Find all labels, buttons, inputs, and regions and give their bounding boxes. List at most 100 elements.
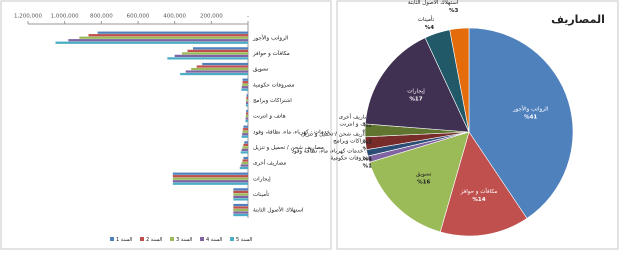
category-label: مكافآت و حوافز (252, 50, 290, 57)
bar (243, 125, 248, 128)
x-tick-label: 200,000 (200, 14, 223, 20)
bar (174, 54, 248, 58)
bar (88, 34, 248, 37)
bar (239, 166, 248, 170)
bar (244, 141, 248, 144)
bar (193, 47, 248, 50)
bar (242, 133, 248, 136)
category-label: استهلاك الأصول الثابتة (253, 206, 304, 214)
bar (167, 57, 248, 60)
bar (233, 188, 248, 191)
category-label: مصروفات حكومية (253, 81, 295, 88)
bar (241, 148, 248, 152)
bar (233, 190, 248, 193)
slice-label: هاتف و انترنت (339, 121, 372, 127)
bar (245, 104, 248, 107)
bar (172, 177, 248, 180)
bar (191, 67, 248, 71)
category-label: الرواتب والأجور (252, 33, 289, 41)
slice-value-label: %1 (363, 163, 373, 169)
category-label: مصاريف شحن / تحميل و تنزيل (253, 145, 324, 151)
pie-slice (369, 131, 470, 233)
bar (241, 88, 248, 91)
bar (172, 175, 248, 178)
slice-label: تأمينات (418, 15, 435, 23)
bar (172, 172, 248, 175)
slice-label: مصاريف شحن / تحميل و تنزيل (301, 131, 372, 137)
bar (68, 39, 248, 42)
pie-title: المصاريف (551, 13, 605, 26)
slice-label: تسويق (416, 171, 432, 177)
legend-swatch (200, 237, 204, 241)
category-label: تأمينات (253, 190, 270, 198)
bar (241, 161, 248, 165)
bar (233, 206, 248, 209)
bar (172, 182, 248, 185)
category-label: هاتف و انترنت (253, 114, 286, 120)
bar (233, 208, 248, 212)
category-label: مصاريف أخرى (253, 159, 286, 167)
slice-value-label: %14 (472, 197, 485, 203)
bar (246, 94, 248, 97)
bar (242, 83, 248, 86)
slice-value-label: %17 (409, 97, 422, 103)
bar (233, 195, 248, 199)
slice-value-label: %2 (363, 139, 373, 145)
bar (196, 65, 248, 68)
legend-swatch (170, 237, 174, 241)
slice-label: خدمات كهرباء، ماء، نظافة وقود .... (292, 147, 373, 154)
slice-value-label: %3 (449, 8, 459, 14)
bar (242, 81, 248, 84)
bar (245, 101, 248, 105)
bar (246, 96, 248, 99)
bar (241, 135, 248, 138)
bar (233, 203, 248, 207)
category-label: خدمات : كهرباء، ماء، نظافة، وقود ... (253, 128, 337, 135)
bar (245, 117, 248, 120)
bar (242, 159, 248, 162)
bar (246, 99, 248, 102)
legend-swatch (230, 237, 234, 241)
bar (180, 72, 248, 76)
bar (187, 49, 248, 52)
slice-value-label: %4 (425, 25, 435, 31)
bar (182, 52, 248, 55)
bar (243, 156, 248, 160)
slice-value-label: %16 (417, 179, 430, 185)
x-tick-label: 400,000 (163, 14, 186, 20)
slice-label: اشتراكات وبرامج (333, 137, 372, 144)
x-tick-label: 1,000,000 (51, 14, 79, 20)
legend-label: السنة 4 (206, 237, 222, 243)
bar (233, 198, 248, 201)
bar (245, 114, 248, 118)
pie-slice (449, 27, 470, 133)
bar (246, 109, 248, 113)
bar (242, 130, 248, 133)
slice-label: مكافآت و حوافز (460, 188, 498, 195)
bar (202, 62, 248, 66)
bar (233, 213, 248, 217)
bar (97, 31, 249, 34)
slice-label: الرواتب والأجور (512, 105, 549, 113)
bar (172, 180, 248, 183)
slice-label: استهلاك الأصول الثابتة (408, 0, 459, 6)
bar (185, 70, 248, 73)
bar (245, 112, 248, 115)
x-tick-label: - (247, 14, 249, 20)
bar (55, 41, 248, 44)
x-tick-label: 600,000 (127, 14, 150, 20)
slice-value-label: %41 (524, 115, 537, 121)
pie-slice (364, 37, 470, 133)
legend-swatch (140, 237, 144, 241)
category-label: إيجارات (253, 176, 271, 182)
legend-swatch (110, 237, 114, 241)
x-tick-label: 800,000 (90, 14, 113, 20)
bar (233, 211, 248, 214)
bar (240, 164, 248, 167)
legend-label: السنة 3 (176, 237, 192, 243)
bar (245, 119, 248, 123)
slice-label: إيجارات (407, 89, 425, 95)
bar (242, 128, 248, 131)
legend-label: السنة 1 (116, 237, 132, 243)
